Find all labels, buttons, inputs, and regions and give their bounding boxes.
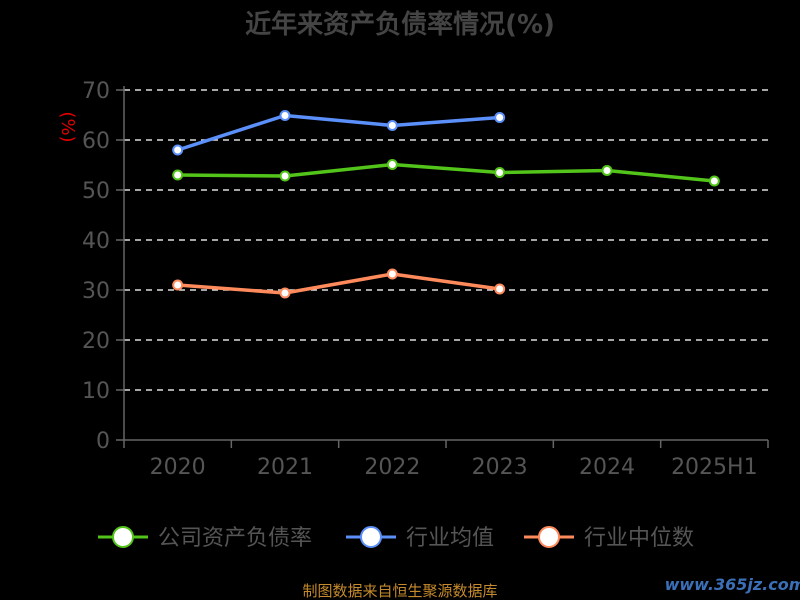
y-tick-label: 20 [82, 329, 110, 354]
data-point [494, 112, 506, 123]
y-axis-label: (%) [57, 111, 78, 142]
x-tick-label: 2022 [364, 455, 420, 480]
chart-title: 近年来资产负债率情况(%) [245, 9, 555, 40]
data-point [279, 110, 291, 121]
x-tick-label: 2020 [150, 455, 206, 480]
watermark: www.365jz.com [665, 575, 800, 594]
data-point [279, 170, 291, 182]
series-2 [172, 110, 506, 156]
data-point [172, 144, 184, 156]
legend-marker [112, 526, 134, 548]
y-tick-label: 60 [82, 129, 110, 154]
data-point [279, 287, 291, 299]
y-tick-label: 30 [82, 279, 110, 304]
legend-label: 行业中位数 [584, 526, 694, 551]
legend-marker [538, 526, 560, 548]
legend-item-1: 公司资产负债率 [98, 526, 312, 551]
series-3 [172, 268, 506, 299]
axes: 0 10 20 30 40 50 60 70 2020 2021 2022 2023 2024 2025H… [82, 79, 769, 480]
y-tick-label: 40 [82, 229, 110, 254]
series-group [172, 110, 720, 299]
source-note: 制图数据来自恒生聚源数据库 [302, 582, 497, 600]
y-tick-label: 0 [96, 429, 110, 454]
data-point [386, 159, 398, 170]
legend-item-3: 行业中位数 [524, 526, 694, 551]
data-point [172, 169, 184, 181]
y-tick-label: 50 [82, 179, 110, 204]
series-line [177, 272, 500, 295]
data-point [494, 167, 506, 178]
legend-label: 公司资产负债率 [158, 526, 312, 551]
legend-item-2: 行业均值 [346, 526, 494, 551]
data-point [601, 165, 613, 176]
x-tick-label: 2024 [579, 455, 635, 480]
data-point [494, 283, 506, 295]
x-tick-label: 2023 [472, 455, 528, 480]
series-1 [172, 159, 720, 187]
series-line [177, 113, 500, 152]
legend-label: 行业均值 [406, 526, 494, 551]
gridlines [124, 89, 768, 391]
y-tick-label: 10 [82, 379, 110, 404]
legend: 公司资产负债率 行业均值 行业中位数 [98, 526, 694, 551]
x-tick-label: 2021 [257, 455, 313, 480]
y-tick-label: 70 [82, 79, 110, 104]
x-tick-label: 2025H1 [671, 455, 758, 480]
data-point [386, 268, 398, 280]
legend-marker [360, 526, 382, 548]
data-point [708, 175, 720, 187]
data-point [386, 120, 398, 131]
data-point [172, 279, 184, 291]
series-line [177, 162, 715, 183]
